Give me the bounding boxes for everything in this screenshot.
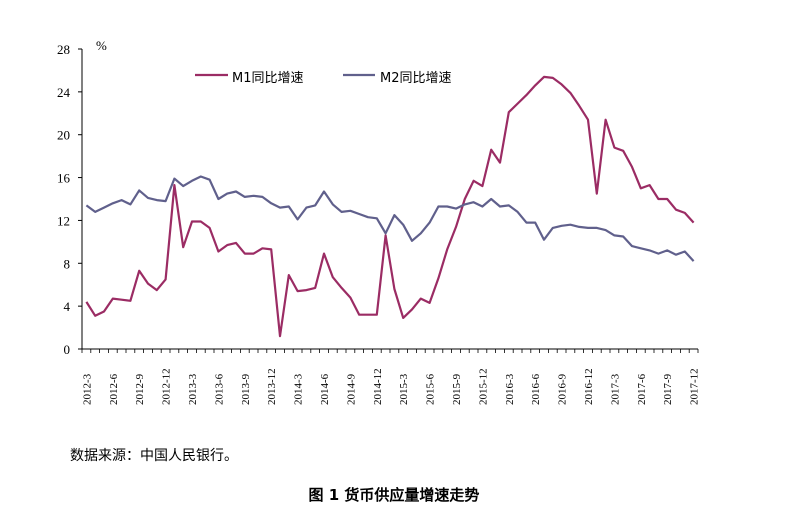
legend-label-m1: M1同比增速 [232,71,304,86]
axes [81,49,698,350]
x-tick-label: 2015-9 [451,373,463,405]
source-note: 数据来源：中国人民银行。 [70,448,238,464]
series-line-m2 [85,175,695,262]
x-tick-label: 2016-3 [504,373,516,405]
x-tick-label: 2014-3 [293,373,305,405]
y-axis-ticks: 0 4 8 12 16 20 24 28 [57,42,82,357]
y-tick-label: 16 [57,171,71,186]
legend-label-m2: M2同比增速 [380,71,452,86]
x-tick-label: 2012-6 [108,373,120,405]
x-tick-label: 2016-6 [530,373,542,405]
x-tick-label: 2014-12 [372,368,384,405]
x-tick-label: 2016-9 [557,373,569,405]
x-tick-label: 2017-12 [689,368,701,405]
figure-caption: 图 1 货币供应量增速走势 [308,486,480,504]
x-tick-label: 2013-3 [187,373,199,405]
y-tick-label: 0 [64,342,71,357]
x-tick-label: 2013-9 [240,373,252,405]
x-tick-label: 2016-12 [583,368,595,405]
x-tick-label: 2013-12 [266,368,278,405]
x-axis-ticks: 2012-3 2012-6 2012-9 2012-12 2013-3 2013-6 201… [81,349,701,405]
x-tick-label: 2014-9 [345,373,357,405]
y-tick-label: 12 [57,213,70,228]
y-tick-label: 4 [64,299,71,314]
series-line-m1 [85,75,695,338]
x-tick-label: 2015-6 [425,373,437,405]
x-tick-label: 2012-12 [161,368,173,405]
x-tick-label: 2015-12 [477,368,489,405]
y-tick-label: 28 [57,42,70,57]
x-tick-label: 2013-6 [213,373,225,405]
x-tick-label: 2012-3 [81,373,93,405]
series-lines [85,75,695,338]
y-axis-unit: % [96,38,107,53]
x-tick-label: 2017-6 [636,373,648,405]
x-tick-label: 2015-3 [398,373,410,405]
x-tick-label: 2017-9 [662,373,674,405]
y-tick-label: 8 [64,256,71,271]
y-tick-label: 24 [57,85,71,100]
legend: M1同比增速 M2同比增速 [195,71,452,86]
x-tick-label: 2014-6 [319,373,331,405]
y-tick-label: 20 [57,128,70,143]
x-tick-label: 2012-9 [134,373,146,405]
x-tick-label: 2017-3 [609,373,621,405]
